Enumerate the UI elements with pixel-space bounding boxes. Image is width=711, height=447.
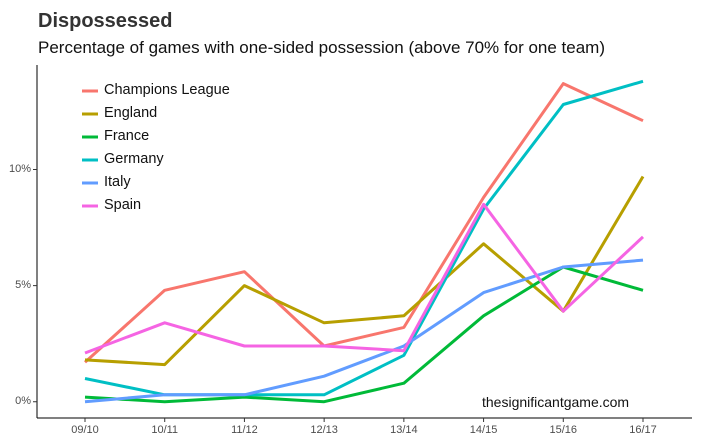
x-tick-label: 12/13 — [310, 424, 338, 436]
source-caption: thesignificantgame.com — [482, 394, 630, 410]
y-tick-label: 0% — [15, 394, 31, 407]
legend-label: Italy — [104, 174, 131, 190]
series-line-france — [84, 265, 644, 404]
legend-label: Spain — [104, 197, 142, 213]
legend-label: Champions League — [104, 82, 230, 98]
chart-title: Dispossessed — [38, 10, 173, 32]
x-tick-label: 16/17 — [629, 424, 657, 436]
x-tick-label: 14/15 — [469, 424, 498, 436]
legend-label: England — [104, 105, 158, 121]
x-axis-ticks — [84, 418, 644, 422]
series-lines — [83, 79, 645, 404]
x-tick-label: 15/16 — [549, 424, 578, 436]
series-line-spain — [84, 202, 645, 355]
series-line-champions-league — [83, 82, 644, 364]
legend-label: France — [104, 128, 150, 144]
y-tick-label: 5% — [15, 278, 31, 291]
x-tick-label: 10/11 — [151, 424, 179, 436]
x-tick-label: 09/10 — [71, 424, 99, 436]
series-line-italy — [84, 258, 644, 404]
legend-keys — [82, 89, 98, 208]
x-tick-label: 11/12 — [231, 424, 258, 436]
series-line-england — [84, 175, 645, 367]
chart-subtitle: Percentage of games with one-sided posse… — [38, 38, 605, 57]
x-tick-label: 13/14 — [390, 424, 418, 436]
y-tick-label: 10% — [8, 162, 31, 175]
legend-label: Germany — [104, 151, 164, 167]
y-axis-ticks — [33, 169, 37, 403]
